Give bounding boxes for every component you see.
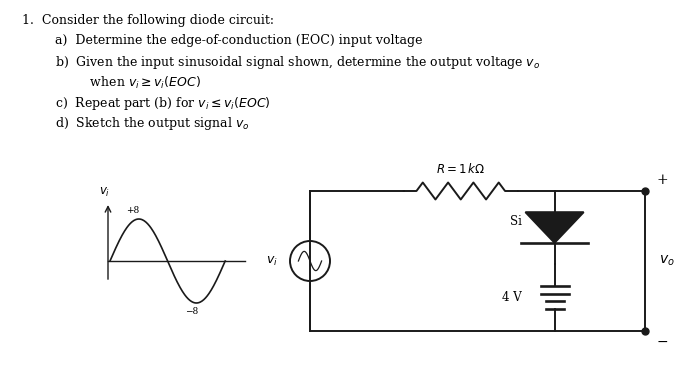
Text: −: − (657, 335, 668, 349)
Text: −8: −8 (185, 307, 198, 316)
Text: $v_i$: $v_i$ (266, 255, 278, 268)
Polygon shape (526, 212, 584, 243)
Text: when $v_i \geq v_i(EOC)$: when $v_i \geq v_i(EOC)$ (70, 75, 201, 91)
Text: +8: +8 (126, 206, 139, 215)
Text: 1.  Consider the following diode circuit:: 1. Consider the following diode circuit: (22, 14, 274, 27)
Text: $v_i$: $v_i$ (99, 186, 111, 199)
Text: 4 V: 4 V (502, 291, 522, 304)
Text: +: + (657, 173, 668, 187)
Text: $v_o$: $v_o$ (659, 254, 675, 268)
Text: b)  Given the input sinusoidal signal shown, determine the output voltage $v_o$: b) Given the input sinusoidal signal sho… (55, 54, 540, 71)
Text: d)  Sketch the output signal $v_o$: d) Sketch the output signal $v_o$ (55, 115, 250, 132)
Text: $R = 1\,k\Omega$: $R = 1\,k\Omega$ (436, 162, 486, 176)
Text: a)  Determine the edge-of-conduction (EOC) input voltage: a) Determine the edge-of-conduction (EOC… (55, 34, 423, 47)
Text: Si: Si (510, 215, 522, 228)
Text: c)  Repeat part (b) for $v_i \leq v_i(EOC)$: c) Repeat part (b) for $v_i \leq v_i(EOC… (55, 95, 271, 112)
